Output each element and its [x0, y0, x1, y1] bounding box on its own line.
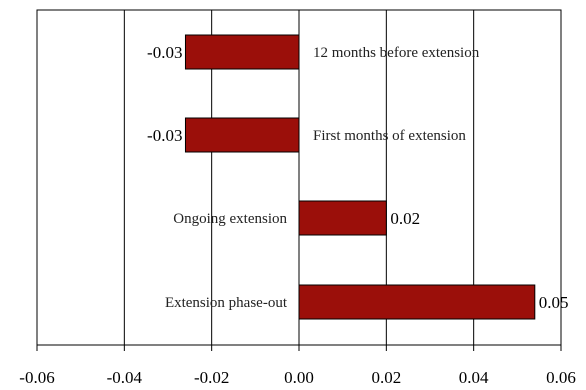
bars [184, 34, 536, 320]
data-label: -0.03 [147, 126, 182, 145]
bar [184, 117, 300, 153]
bar [298, 200, 387, 236]
x-tick-label: 0.06 [546, 368, 576, 387]
data-label: 0.02 [390, 209, 420, 228]
bar [184, 34, 300, 70]
x-tick-label: -0.04 [107, 368, 143, 387]
x-tick-label: 0.02 [371, 368, 401, 387]
x-tick-label: 0.04 [459, 368, 489, 387]
category-label: Extension phase-out [165, 295, 288, 311]
category-label: First months of extension [313, 128, 466, 144]
category-label: Ongoing extension [173, 211, 287, 227]
x-axis: -0.06 -0.04 -0.02 0.00 0.02 0.04 0.06 [19, 344, 576, 387]
bar [298, 284, 536, 320]
x-tick-label: 0.00 [284, 368, 314, 387]
x-tick-label: -0.06 [19, 368, 54, 387]
data-label: -0.03 [147, 43, 182, 62]
value-labels: -0.03 -0.03 0.02 0.05 [147, 43, 569, 312]
x-tick-label: -0.02 [194, 368, 229, 387]
category-labels: 12 months before extension First months o… [165, 45, 480, 311]
category-label: 12 months before extension [313, 45, 480, 61]
data-label: 0.05 [539, 293, 569, 312]
